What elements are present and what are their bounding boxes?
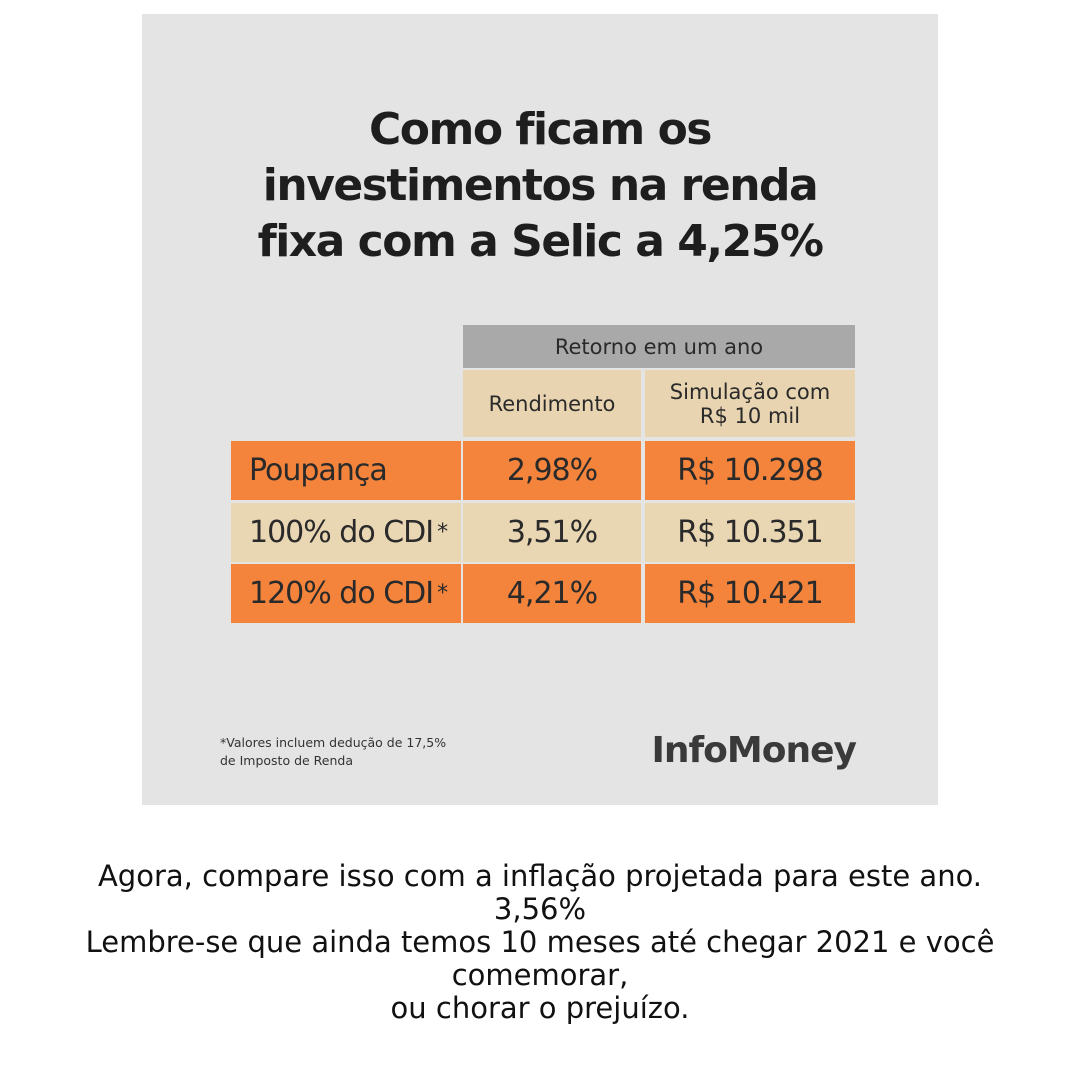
row-label: 120% do CDI * <box>231 564 461 623</box>
table-cell: R$ 10.351 <box>645 502 855 562</box>
footnote: *Valores incluem dedução de 17,5% de Impo… <box>220 734 446 770</box>
caption: Agora, compare isso com a inflação proje… <box>0 860 1080 1025</box>
caption-line: Agora, compare isso com a inflação proje… <box>97 859 983 893</box>
column-header: Simulação com R$ 10 mil <box>645 370 855 437</box>
table-cell: 4,21% <box>463 564 641 623</box>
row-label-text: 120% do CDI <box>249 576 434 611</box>
row-label-text: 100% do CDI <box>249 514 434 550</box>
title-line: investimentos na renda <box>262 160 819 211</box>
group-header: Retorno em um ano <box>463 325 855 368</box>
table-cell: R$ 10.298 <box>645 441 855 500</box>
title-line: fixa com a Selic a 4,25% <box>257 216 824 267</box>
column-header: Rendimento <box>463 370 641 437</box>
table-cell: R$ 10.421 <box>645 564 855 623</box>
row-label: Poupança <box>231 441 461 500</box>
caption-line: comemorar, <box>451 958 629 992</box>
table-cell: 2,98% <box>463 441 641 500</box>
caption-line: ou chorar o prejuízo. <box>390 991 690 1025</box>
info-card: Como ficam os investimentos na renda fixa … <box>142 14 938 805</box>
footnote-line: de Imposto de Renda <box>220 753 354 768</box>
footnote-line: *Valores incluem dedução de 17,5% <box>220 735 447 750</box>
row-label: 100% do CDI * <box>231 502 461 562</box>
brand: InfoMoney <box>651 730 857 771</box>
caption-line: Lembre-se que ainda temos 10 meses até c… <box>85 925 995 959</box>
caption-line: 3,56% <box>493 892 587 926</box>
table-cell: 3,51% <box>463 502 641 562</box>
title-line: Como ficam os <box>369 104 713 155</box>
row-note: * <box>437 581 448 606</box>
row-note: * <box>437 519 448 545</box>
row-label-text: Poupança <box>249 453 388 488</box>
title: Como ficam os investimentos na renda fixa … <box>142 102 938 270</box>
